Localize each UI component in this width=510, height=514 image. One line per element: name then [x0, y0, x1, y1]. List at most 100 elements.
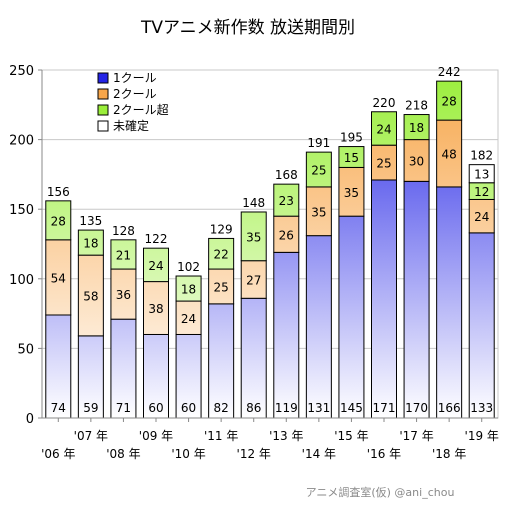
- data-label: 171: [373, 401, 396, 415]
- data-label: 82: [214, 401, 229, 415]
- bar-segment: [45, 200, 72, 241]
- bar-segment: [436, 186, 463, 419]
- total-label: 220: [373, 96, 396, 110]
- data-label: 170: [405, 401, 428, 415]
- total-label: 122: [145, 232, 168, 246]
- bar-segment: [77, 229, 104, 256]
- total-label: 128: [112, 224, 135, 238]
- bar-group: 82 25 22 129: [208, 222, 235, 419]
- total-label: 182: [470, 149, 493, 163]
- data-label: 18: [83, 237, 98, 251]
- bar-segment: [403, 180, 430, 419]
- data-label: 48: [442, 148, 457, 162]
- bar-segment: [77, 254, 104, 337]
- x-tick-label: '07 年: [74, 429, 108, 443]
- data-label: 35: [246, 230, 261, 244]
- bar-segment: [208, 268, 235, 305]
- data-label: 54: [51, 271, 66, 285]
- bar-segment: [143, 333, 169, 419]
- bar-segment: [403, 139, 430, 182]
- bar-group: 171 25 24 220: [371, 96, 397, 419]
- total-label: 195: [340, 131, 363, 145]
- bar-group: 74 54 28 156: [45, 185, 72, 419]
- bar-segment: [371, 111, 397, 146]
- data-label: 35: [311, 205, 326, 219]
- data-label: 60: [148, 401, 163, 415]
- bar-segment: [273, 251, 300, 419]
- x-tick-label: '13 年: [269, 429, 303, 443]
- plot-frame: [41, 69, 499, 419]
- data-label: 26: [279, 228, 294, 242]
- x-tick-label: '16 年: [367, 447, 401, 461]
- bar-segment: [371, 179, 397, 419]
- axes: 0 50 100 150 200 250 '06 年 '07 年 '08 年 '09 年 '10 年…: [9, 64, 499, 461]
- legend-label: 2クール超: [113, 102, 169, 117]
- bar-group: 60 38 24 122: [143, 232, 169, 419]
- bar-segment: [468, 164, 495, 184]
- bar-segment: [338, 215, 365, 419]
- data-label: 21: [116, 248, 131, 262]
- bar-segment: [468, 232, 495, 419]
- data-label: 28: [51, 214, 66, 228]
- bar-segment: [110, 239, 137, 270]
- data-label: 18: [409, 121, 424, 135]
- bar-group: 71 36 21 128: [110, 224, 137, 419]
- total-label: 218: [405, 99, 428, 113]
- bar-group: 170 30 18 218: [403, 99, 430, 419]
- credit-text: アニメ調査室(仮) @ani_chou: [306, 485, 455, 499]
- legend-swatch: [97, 88, 109, 100]
- data-label: 24: [148, 259, 163, 273]
- legend-label: 2クール: [113, 87, 157, 101]
- legend-label: 1クール: [113, 71, 157, 85]
- bar-group: 145 35 15 195: [338, 131, 365, 419]
- bar-segment: [110, 268, 137, 320]
- data-label: 86: [246, 401, 261, 415]
- data-label: 119: [275, 401, 298, 415]
- bar-group: 59 58 18 135: [77, 214, 104, 419]
- chart-title: TVアニメ新作数 放送期間別: [140, 18, 355, 38]
- data-label: 18: [181, 283, 196, 297]
- data-label: 145: [340, 401, 363, 415]
- data-label: 27: [246, 273, 261, 287]
- y-tick-label: 0: [26, 412, 34, 427]
- y-tick-label: 150: [9, 203, 34, 218]
- data-label: 25: [311, 164, 326, 178]
- x-tick-label: '12 年: [237, 447, 271, 461]
- total-label: 242: [438, 65, 461, 79]
- bar-segment: [305, 235, 332, 419]
- y-tick-label: 100: [9, 273, 34, 288]
- y-tick-label: 50: [17, 342, 34, 357]
- data-label: 36: [116, 288, 131, 302]
- bar-segment: [273, 215, 300, 253]
- data-label: 25: [214, 280, 229, 294]
- bar-segment: [273, 183, 300, 217]
- data-label: 15: [344, 151, 359, 165]
- total-label: 156: [47, 185, 70, 199]
- data-label: 59: [83, 401, 98, 415]
- data-label: 35: [344, 186, 359, 200]
- data-label: 131: [307, 401, 330, 415]
- data-label: 13: [474, 168, 489, 182]
- legend-swatch: [97, 120, 109, 132]
- x-tick-label: '10 年: [171, 447, 205, 461]
- legend-swatch: [97, 104, 109, 116]
- x-tick-label: '15 年: [334, 429, 368, 443]
- bar-segment: [436, 80, 463, 121]
- x-tick-label: '08 年: [106, 447, 140, 461]
- bars: 74 54 28 156 59 58 18 135 71 36 21 128 60 38 24 122 60 24…: [45, 65, 495, 419]
- data-label: 22: [214, 248, 229, 262]
- x-tick-label: '19 年: [465, 429, 499, 443]
- total-label: 102: [177, 260, 200, 274]
- bar-segment: [110, 318, 137, 419]
- bar-segment: [240, 211, 267, 262]
- bar-segment: [468, 198, 495, 234]
- data-label: 25: [376, 157, 391, 171]
- bar-segment: [371, 144, 397, 181]
- bar-group: 119 26 23 168: [273, 168, 300, 419]
- legend-label: 未確定: [113, 118, 149, 133]
- x-tick-label: '17 年: [399, 429, 433, 443]
- bar-segment: [45, 239, 72, 316]
- legend-swatch: [97, 72, 109, 84]
- data-label: 28: [442, 95, 457, 109]
